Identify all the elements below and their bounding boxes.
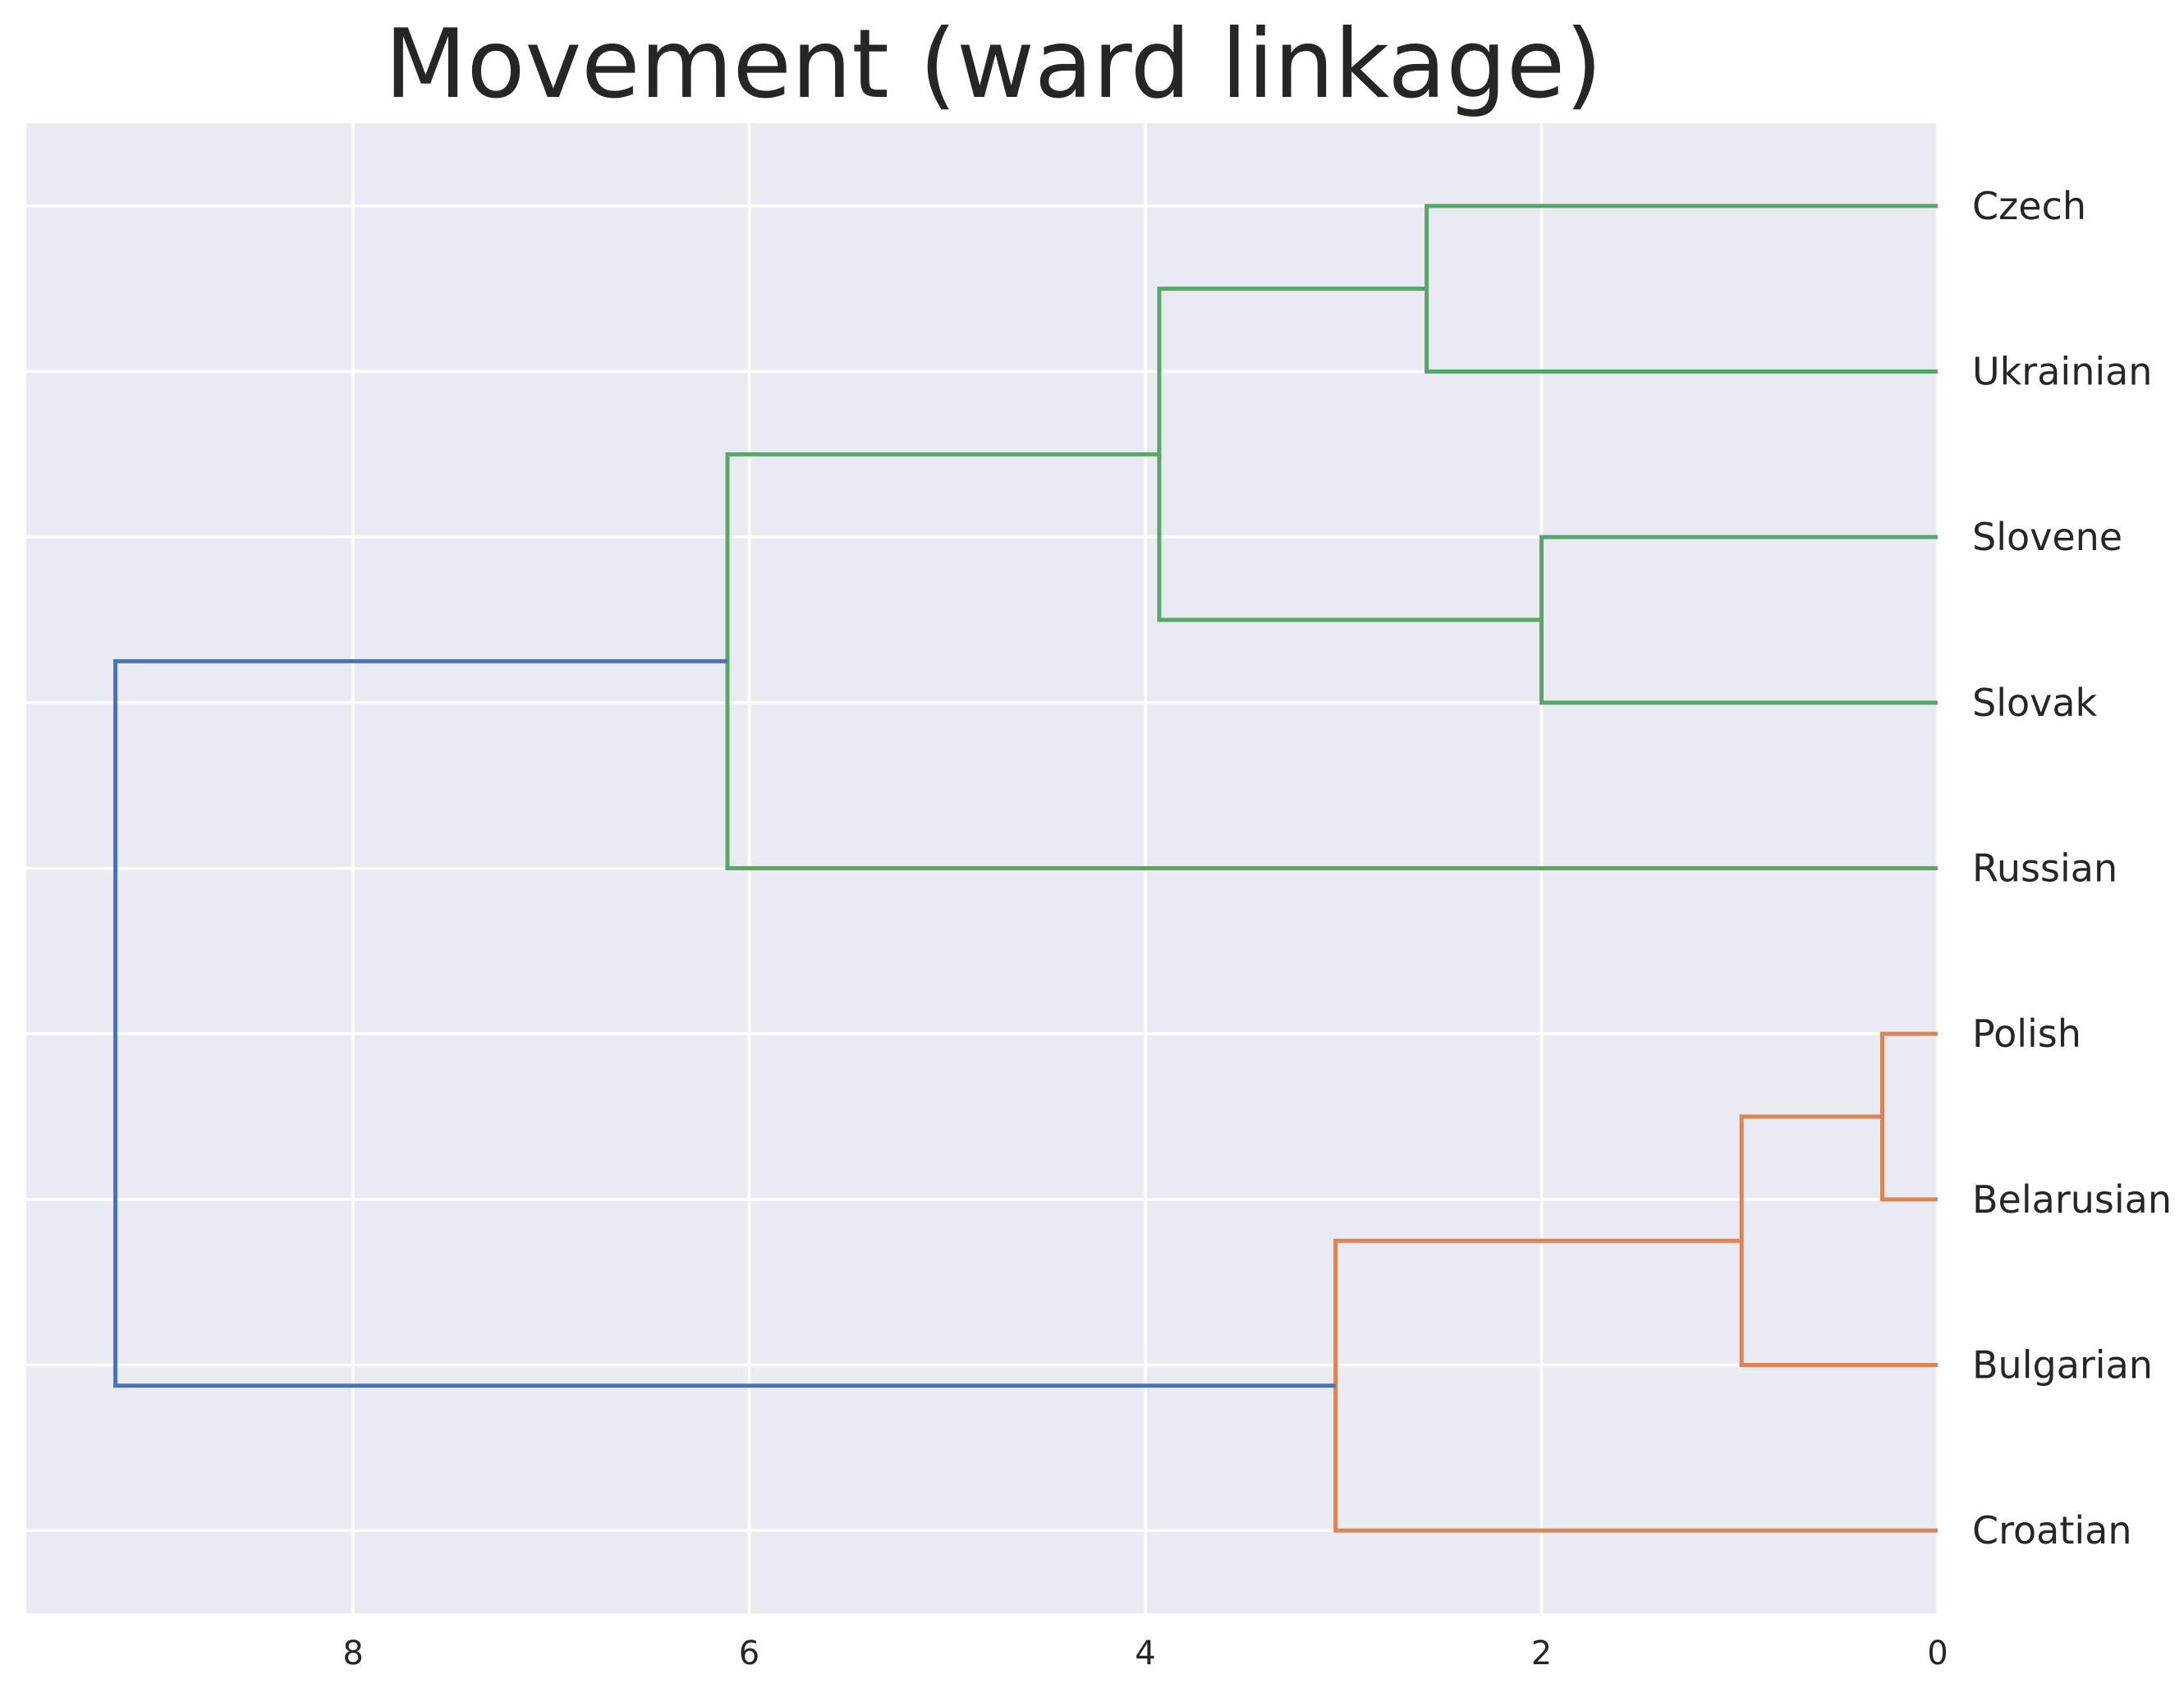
x-tick-label: 6	[739, 1635, 759, 1672]
leaf-label-layer: Czech Ukrainian Slovene Slovak Russian Polish…	[1972, 184, 2172, 1553]
dendrogram-link	[113, 658, 1336, 1388]
leaf-label: Russian	[1972, 846, 2117, 891]
x-tick-label: 0	[1927, 1635, 1948, 1672]
x-tick-label: 4	[1135, 1635, 1155, 1672]
dendrogram-link	[1739, 1114, 1938, 1367]
leaf-label: Polish	[1972, 1012, 2081, 1056]
leaf-label: Slovene	[1972, 515, 2122, 559]
chart-title: Movement (ward linkage)	[384, 9, 1602, 120]
link-layer	[113, 204, 1938, 1533]
tick-label-layer: 8 6 4 2 0	[342, 1635, 1948, 1672]
dendrogram-link	[1333, 1238, 1938, 1533]
leaf-label: Belarusian	[1972, 1177, 2172, 1222]
leaf-label: Czech	[1972, 184, 2086, 228]
leaf-label: Ukrainian	[1972, 350, 2152, 394]
leaf-label: Croatian	[1972, 1508, 2132, 1553]
leaf-label: Slovak	[1972, 681, 2098, 725]
x-tick-label: 8	[342, 1635, 363, 1672]
x-tick-label: 2	[1531, 1635, 1552, 1672]
leaf-label: Bulgarian	[1972, 1343, 2153, 1388]
